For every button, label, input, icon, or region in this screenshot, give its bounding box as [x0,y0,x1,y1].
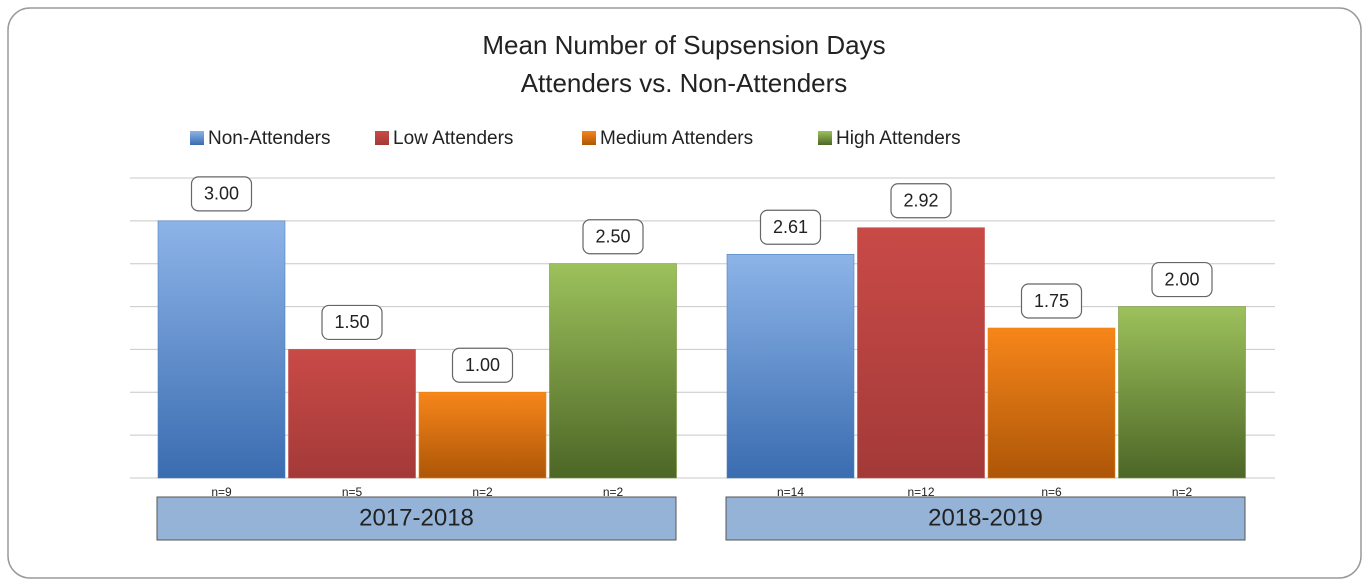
data-label: 3.00 [204,184,239,204]
data-label: 2.61 [773,217,808,237]
data-label-box [582,219,644,255]
legend-swatch [190,131,204,145]
bar [987,327,1116,479]
sample-label: n=9 [211,485,232,499]
legend-label: Medium Attenders [600,128,753,149]
sample-label: n=5 [342,485,363,499]
legend-label: Non-Attenders [208,128,331,149]
chart-title: Mean Number of Supsension Days [482,30,885,60]
sample-label: n=2 [1172,485,1193,499]
sample-label: n=12 [907,485,934,499]
legend-swatch [375,131,389,145]
bar [549,263,677,479]
sample-label: n=14 [777,485,804,499]
bar [157,220,286,479]
bar [1118,306,1246,479]
sample-label: n=6 [1041,485,1062,499]
data-label-box [759,209,822,245]
data-label: 2.92 [903,190,938,210]
bar [288,349,416,479]
data-label-box [890,183,952,219]
data-label-box [451,347,514,383]
sample-label: n=2 [472,485,493,499]
data-label: 1.50 [334,312,369,332]
data-label: 1.00 [465,355,500,375]
data-label-box [190,176,253,212]
sample-label: n=2 [603,485,624,499]
x-tick-label: 2018-2019 [928,504,1043,531]
chart-title: Attenders vs. Non-Attenders [521,68,848,98]
legend-swatch [582,131,596,145]
bar [418,391,547,479]
group-label-box [156,496,677,541]
data-label: 2.00 [1164,269,1199,289]
bar [857,227,985,479]
legend-label: High Attenders [836,128,961,149]
data-label-box [321,304,383,341]
group-label-box [725,496,1246,541]
bar [726,253,855,479]
data-label-box [1020,283,1083,319]
legend-label: Low Attenders [393,128,513,149]
data-label: 1.75 [1034,291,1069,311]
data-label-box [1151,261,1213,298]
x-tick-label: 2017-2018 [359,504,474,531]
legend-swatch [818,131,832,145]
data-label: 2.50 [595,226,630,246]
